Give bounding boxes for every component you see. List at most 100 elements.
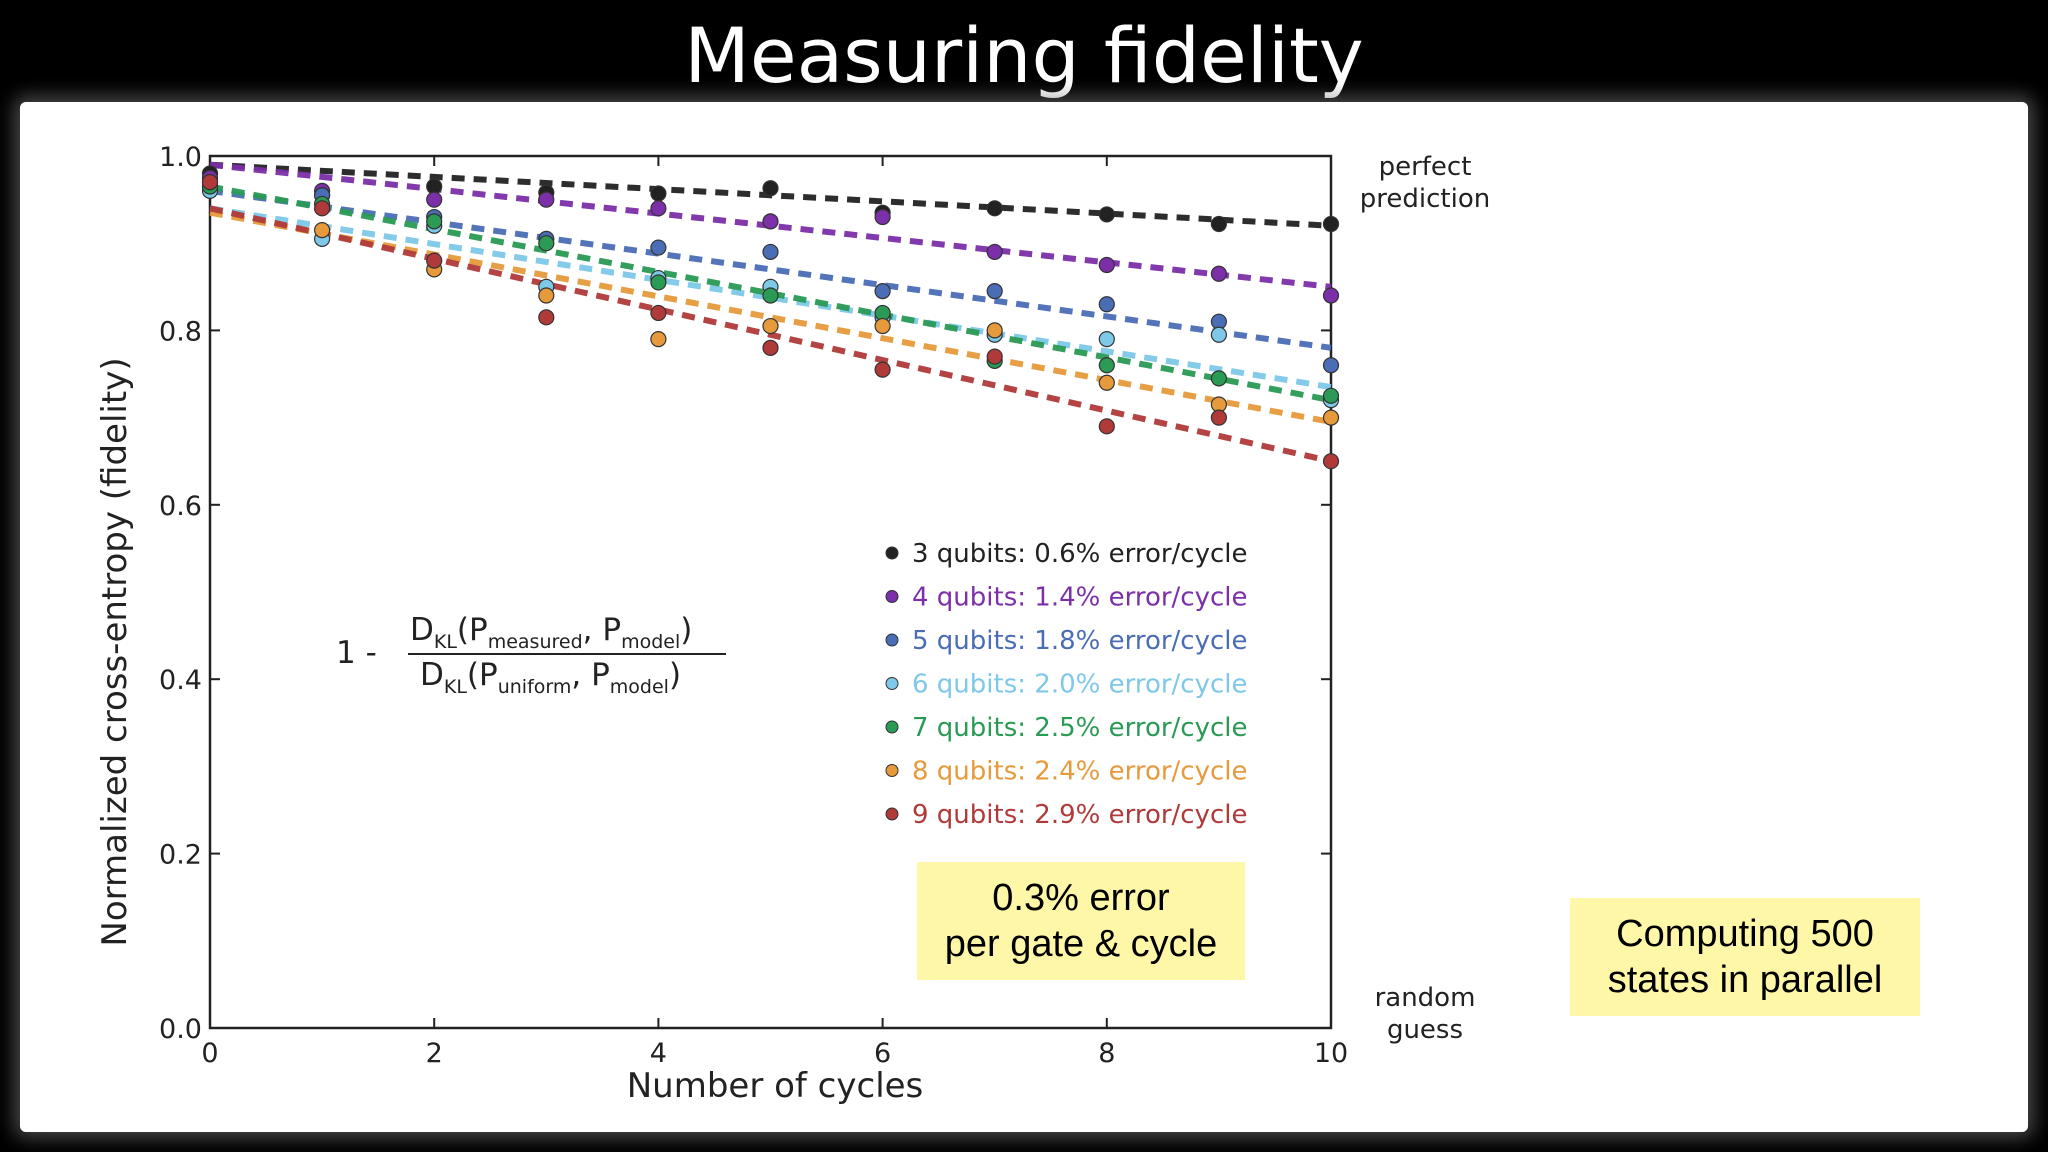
random-label-line2: guess (1387, 1015, 1463, 1045)
data-point-series-1 (874, 208, 891, 226)
fidelity-chart: 0 2 4 6 8 10 0.0 0.2 0.4 0.6 0.8 1.0 Number of cycl… (95, 142, 1490, 1106)
y-tick-label: 0.2 (159, 840, 202, 871)
slide-panel: 0 2 4 6 8 10 0.0 0.2 0.4 0.6 0.8 1.0 Number of cycl… (20, 102, 2028, 1132)
formula-numerator: DKL(Pmeasured, Pmodel) (410, 612, 692, 653)
parallel-states-callout: Computing 500 states in parallel (1570, 898, 1920, 1016)
data-point-series-6 (201, 174, 219, 191)
data-point-series-4 (538, 235, 555, 252)
slide-title: Measuring fidelity (684, 11, 1364, 100)
data-point-series-2 (1322, 357, 1340, 374)
data-point-series-3 (1098, 331, 1115, 348)
data-point-series-3 (1210, 326, 1228, 343)
data-point-series-6 (314, 200, 331, 217)
data-point-series-5 (650, 331, 667, 348)
data-point-series-1 (762, 213, 779, 230)
error-rate-callout: 0.3% error per gate & cycle (917, 862, 1245, 980)
legend-marker (885, 677, 899, 690)
legend-entry: 8 qubits: 2.4% error/cycle (912, 757, 1248, 787)
data-point-series-4 (762, 287, 779, 304)
data-point-series-4 (1322, 387, 1340, 404)
data-point-series-0 (1098, 206, 1115, 223)
legend-entry: 6 qubits: 2.0% error/cycle (912, 670, 1248, 700)
data-point-series-5 (762, 317, 779, 335)
fidelity-formula: 1 - DKL(Pmeasured, Pmodel) DKL(Puniform,… (336, 612, 726, 698)
y-axis-title: Normalized cross-entropy (fidelity) (95, 357, 135, 946)
data-point-series-4 (1210, 370, 1228, 387)
legend-marker (885, 720, 899, 734)
legend-entry: 7 qubits: 2.5% error/cycle (912, 713, 1248, 743)
legend-marker (885, 590, 899, 603)
plot-frame (208, 154, 1333, 1030)
data-point-series-6 (538, 309, 555, 326)
perfect-label-line1: perfect (1379, 152, 1472, 182)
data-point-series-4 (650, 274, 667, 291)
formula-prefix: 1 - (336, 635, 377, 671)
random-label-line1: random (1375, 983, 1476, 1013)
data-point-series-6 (762, 339, 779, 356)
data-point-series-4 (426, 213, 443, 230)
data-point-series-5 (1098, 374, 1115, 391)
data-point-series-1 (426, 191, 443, 208)
data-point-series-1 (1322, 287, 1340, 304)
legend-marker (885, 807, 899, 821)
chart-axes (208, 154, 1333, 1030)
data-point-series-2 (874, 283, 891, 300)
error-rate-line2: per gate & cycle (944, 923, 1218, 965)
data-point-series-6 (874, 361, 891, 378)
fit-line-series-6 (209, 205, 1332, 465)
x-tick-label: 2 (426, 1038, 443, 1069)
legend-entry: 4 qubits: 1.4% error/cycle (912, 583, 1248, 613)
parallel-states-line1: Computing 500 (1616, 913, 1874, 955)
x-tick-label: 4 (650, 1038, 667, 1069)
data-point-series-0 (762, 180, 779, 197)
data-point-series-6 (1210, 409, 1228, 426)
y-tick-label: 0.4 (159, 665, 202, 696)
tick-labels: 0 2 4 6 8 10 0.0 0.2 0.4 0.6 0.8 1.0 (159, 142, 1348, 1069)
data-point-series-1 (538, 191, 555, 208)
data-point-series-5 (314, 222, 331, 239)
data-point-series-4 (1098, 357, 1115, 374)
y-tick-label: 0.6 (159, 491, 202, 522)
data-point-series-6 (650, 304, 667, 322)
legend-entry: 9 qubits: 2.9% error/cycle (912, 800, 1248, 830)
y-tick-label: 0.0 (159, 1014, 202, 1045)
data-point-series-6 (1098, 418, 1115, 435)
fit-line-series-4 (209, 183, 1332, 404)
x-tick-label: 10 (1314, 1038, 1348, 1069)
y-tick-label: 0.8 (159, 316, 202, 347)
x-tick-label: 6 (874, 1038, 891, 1069)
data-point-series-6 (426, 252, 443, 269)
fit-line-series-2 (209, 187, 1332, 351)
data-point-series-1 (650, 200, 667, 217)
data-point-series-0 (986, 200, 1003, 217)
x-tick-label: 8 (1098, 1038, 1115, 1069)
x-axis-title: Number of cycles (627, 1066, 924, 1106)
data-point-series-0 (650, 185, 667, 202)
error-rate-line1: 0.3% error (992, 877, 1170, 919)
y-tick-label: 1.0 (159, 142, 202, 173)
data-point-series-2 (762, 243, 779, 261)
data-point-series-0 (1322, 215, 1340, 233)
data-point-series-1 (986, 243, 1003, 261)
data-point-series-5 (538, 287, 555, 304)
x-tick-label: 0 (201, 1038, 218, 1069)
data-point-series-1 (1098, 256, 1115, 274)
data-point-series-6 (986, 348, 1003, 365)
perfect-label-line2: prediction (1360, 184, 1490, 214)
formula-denominator: DKL(Puniform, Pmodel) (420, 657, 681, 698)
data-point-series-5 (1322, 409, 1340, 426)
legend-entry: 3 qubits: 0.6% error/cycle (912, 539, 1248, 569)
legend-marker (885, 633, 899, 647)
parallel-states-line2: states in parallel (1607, 959, 1883, 1001)
data-point-series-5 (986, 322, 1003, 339)
data-point-series-2 (650, 239, 667, 256)
data-points (201, 165, 1340, 470)
chart-legend: 3 qubits: 0.6% error/cycle 4 qubits: 1.4%… (885, 539, 1248, 830)
fit-lines (209, 161, 1332, 465)
data-point-series-5 (874, 317, 891, 335)
fit-line-series-1 (209, 161, 1332, 290)
legend-entry: 5 qubits: 1.8% error/cycle (912, 626, 1248, 656)
legend-marker (885, 546, 899, 560)
data-point-series-6 (1322, 453, 1340, 470)
data-point-series-2 (1098, 296, 1115, 313)
